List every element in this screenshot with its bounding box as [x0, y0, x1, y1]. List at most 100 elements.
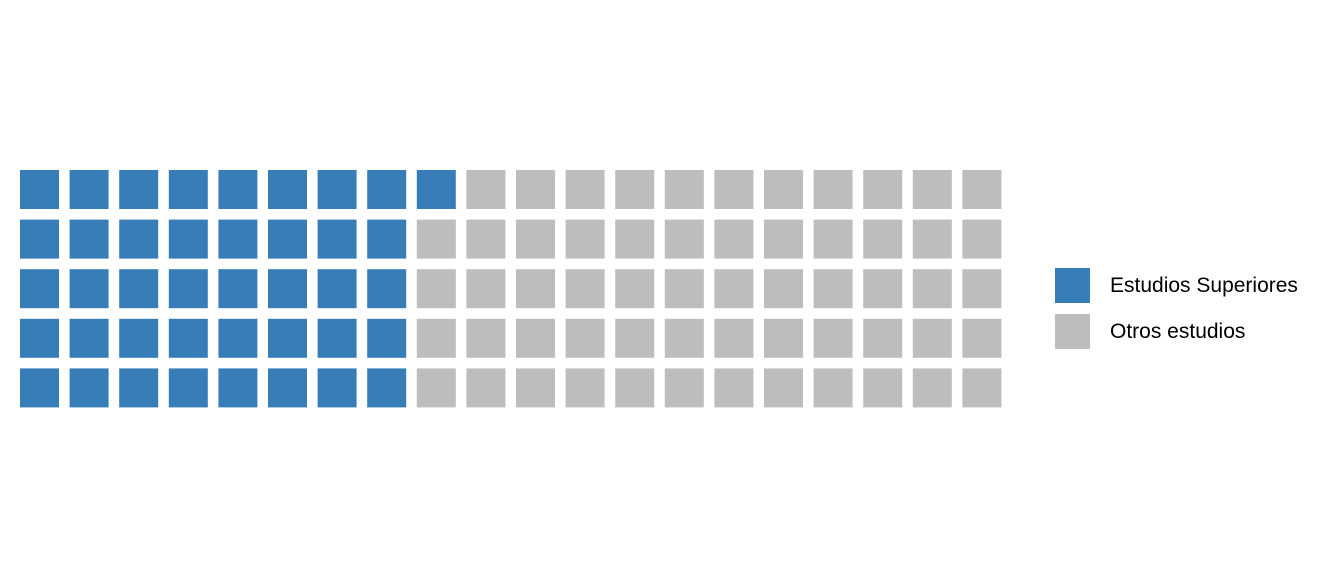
waffle-cell: [268, 219, 307, 259]
waffle-cell: [416, 219, 456, 259]
waffle-cell: [565, 269, 605, 309]
waffle-cell: [813, 318, 853, 358]
waffle-cell: [664, 318, 704, 358]
waffle-cell: [863, 219, 903, 259]
waffle-cell: [119, 170, 159, 209]
waffle-cell: [119, 269, 159, 309]
waffle-cell: [317, 269, 357, 309]
waffle-cell: [69, 170, 109, 209]
waffle-cell: [416, 318, 456, 358]
waffle-cell: [69, 219, 109, 259]
waffle-cell: [863, 318, 903, 358]
waffle-cell: [813, 269, 853, 309]
waffle-cell: [615, 368, 655, 408]
waffle-cell: [714, 318, 754, 358]
legend: Estudios Superiores Otros estudios: [1055, 268, 1298, 360]
waffle-cell: [317, 318, 357, 358]
waffle-cell: [317, 219, 357, 259]
legend-item-otros-estudios: Otros estudios: [1055, 314, 1298, 349]
waffle-cell: [863, 170, 903, 209]
legend-key-otros-estudios: [1055, 314, 1090, 349]
waffle-cell: [664, 219, 704, 259]
waffle-cell: [367, 219, 407, 259]
waffle-cell: [317, 368, 357, 408]
waffle-cell: [119, 219, 159, 259]
waffle-cell: [912, 219, 952, 259]
waffle-cell: [912, 170, 952, 209]
waffle-cell: [69, 368, 109, 408]
waffle-cell: [516, 269, 555, 309]
waffle-cell: [863, 368, 903, 408]
waffle-cell: [466, 170, 506, 209]
waffle-cell: [69, 318, 109, 358]
waffle-cell: [20, 219, 59, 259]
waffle-cell: [565, 219, 605, 259]
waffle-cell: [218, 318, 258, 358]
waffle-cell: [764, 219, 803, 259]
waffle-chart: [20, 170, 1002, 408]
waffle-cell: [764, 368, 803, 408]
waffle-cell: [20, 318, 59, 358]
waffle-cell: [317, 170, 357, 209]
waffle-cell: [615, 269, 655, 309]
waffle-cell: [664, 170, 704, 209]
waffle-cell: [516, 219, 555, 259]
waffle-cell: [962, 170, 1002, 209]
waffle-cell: [714, 368, 754, 408]
waffle-cell: [218, 170, 258, 209]
waffle-cell: [565, 318, 605, 358]
waffle-cell: [119, 368, 159, 408]
waffle-cell: [714, 170, 754, 209]
waffle-cell: [20, 170, 59, 209]
waffle-cell: [516, 368, 555, 408]
waffle-cell: [615, 170, 655, 209]
waffle-cell: [714, 269, 754, 309]
waffle-cell: [764, 170, 803, 209]
waffle-cell: [912, 318, 952, 358]
legend-label-otros-estudios: Otros estudios: [1110, 319, 1246, 343]
waffle-cell: [813, 170, 853, 209]
legend-label-estudios-superiores: Estudios Superiores: [1110, 273, 1298, 297]
waffle-cell: [218, 269, 258, 309]
waffle-cell: [962, 318, 1002, 358]
waffle-cell: [764, 318, 803, 358]
waffle-cell: [466, 368, 506, 408]
waffle-cell: [466, 318, 506, 358]
waffle-cell: [168, 318, 208, 358]
waffle-cell: [466, 269, 506, 309]
waffle-cell: [268, 318, 307, 358]
waffle-cell: [565, 368, 605, 408]
legend-key-estudios-superiores: [1055, 268, 1090, 303]
waffle-cell: [615, 219, 655, 259]
waffle-cell: [962, 368, 1002, 408]
waffle-cell: [367, 269, 407, 309]
waffle-cell: [69, 269, 109, 309]
waffle-cell: [168, 368, 208, 408]
waffle-cell: [168, 219, 208, 259]
waffle-cell: [268, 368, 307, 408]
legend-item-estudios-superiores: Estudios Superiores: [1055, 268, 1298, 303]
waffle-cell: [664, 269, 704, 309]
waffle-cell: [962, 219, 1002, 259]
waffle-cell: [119, 318, 159, 358]
waffle-cell: [813, 219, 853, 259]
waffle-cell: [813, 368, 853, 408]
waffle-cell: [168, 269, 208, 309]
waffle-cell: [168, 170, 208, 209]
waffle-cell: [20, 269, 59, 309]
waffle-cell: [516, 318, 555, 358]
waffle-cell: [367, 318, 407, 358]
waffle-cell: [416, 170, 456, 209]
waffle-cell: [664, 368, 704, 408]
waffle-cell: [367, 170, 407, 209]
waffle-cell: [912, 269, 952, 309]
waffle-cell: [268, 170, 307, 209]
waffle-cell: [416, 368, 456, 408]
waffle-cell: [367, 368, 407, 408]
waffle-cell: [218, 368, 258, 408]
waffle-cell: [20, 368, 59, 408]
waffle-cell: [962, 269, 1002, 309]
waffle-cell: [863, 269, 903, 309]
waffle-cell: [268, 269, 307, 309]
waffle-cell: [615, 318, 655, 358]
